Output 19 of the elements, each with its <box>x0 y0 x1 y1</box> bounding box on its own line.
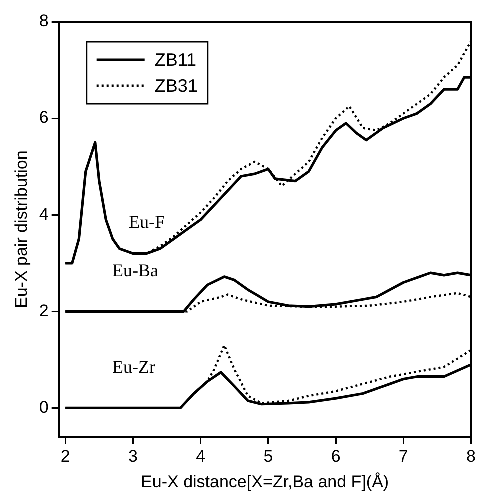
y-tick-label: 0 <box>39 398 49 417</box>
x-tick-label: 8 <box>466 447 476 466</box>
x-tick-label: 2 <box>60 447 70 466</box>
annotation: Eu-Zr <box>112 356 156 377</box>
legend-label: ZB31 <box>154 76 198 96</box>
x-tick-label: 4 <box>196 447 206 466</box>
x-tick-label: 7 <box>398 447 408 466</box>
x-tick-label: 3 <box>128 447 138 466</box>
y-tick-label: 6 <box>39 108 49 128</box>
x-tick-label: 5 <box>264 447 274 466</box>
legend-label: ZB11 <box>154 50 197 70</box>
annotation: Eu-Ba <box>112 260 158 280</box>
x-axis-title: Eu-X distance[X=Zr,Ba and F](Å) <box>141 472 390 492</box>
y-tick-label: 2 <box>39 301 49 320</box>
y-tick-label: 8 <box>39 12 49 31</box>
y-tick-label: 4 <box>39 204 49 224</box>
y-axis-title: Eu-X pair distribution <box>12 150 31 309</box>
x-tick-label: 6 <box>331 447 341 466</box>
annotation: Eu-F <box>128 212 165 232</box>
